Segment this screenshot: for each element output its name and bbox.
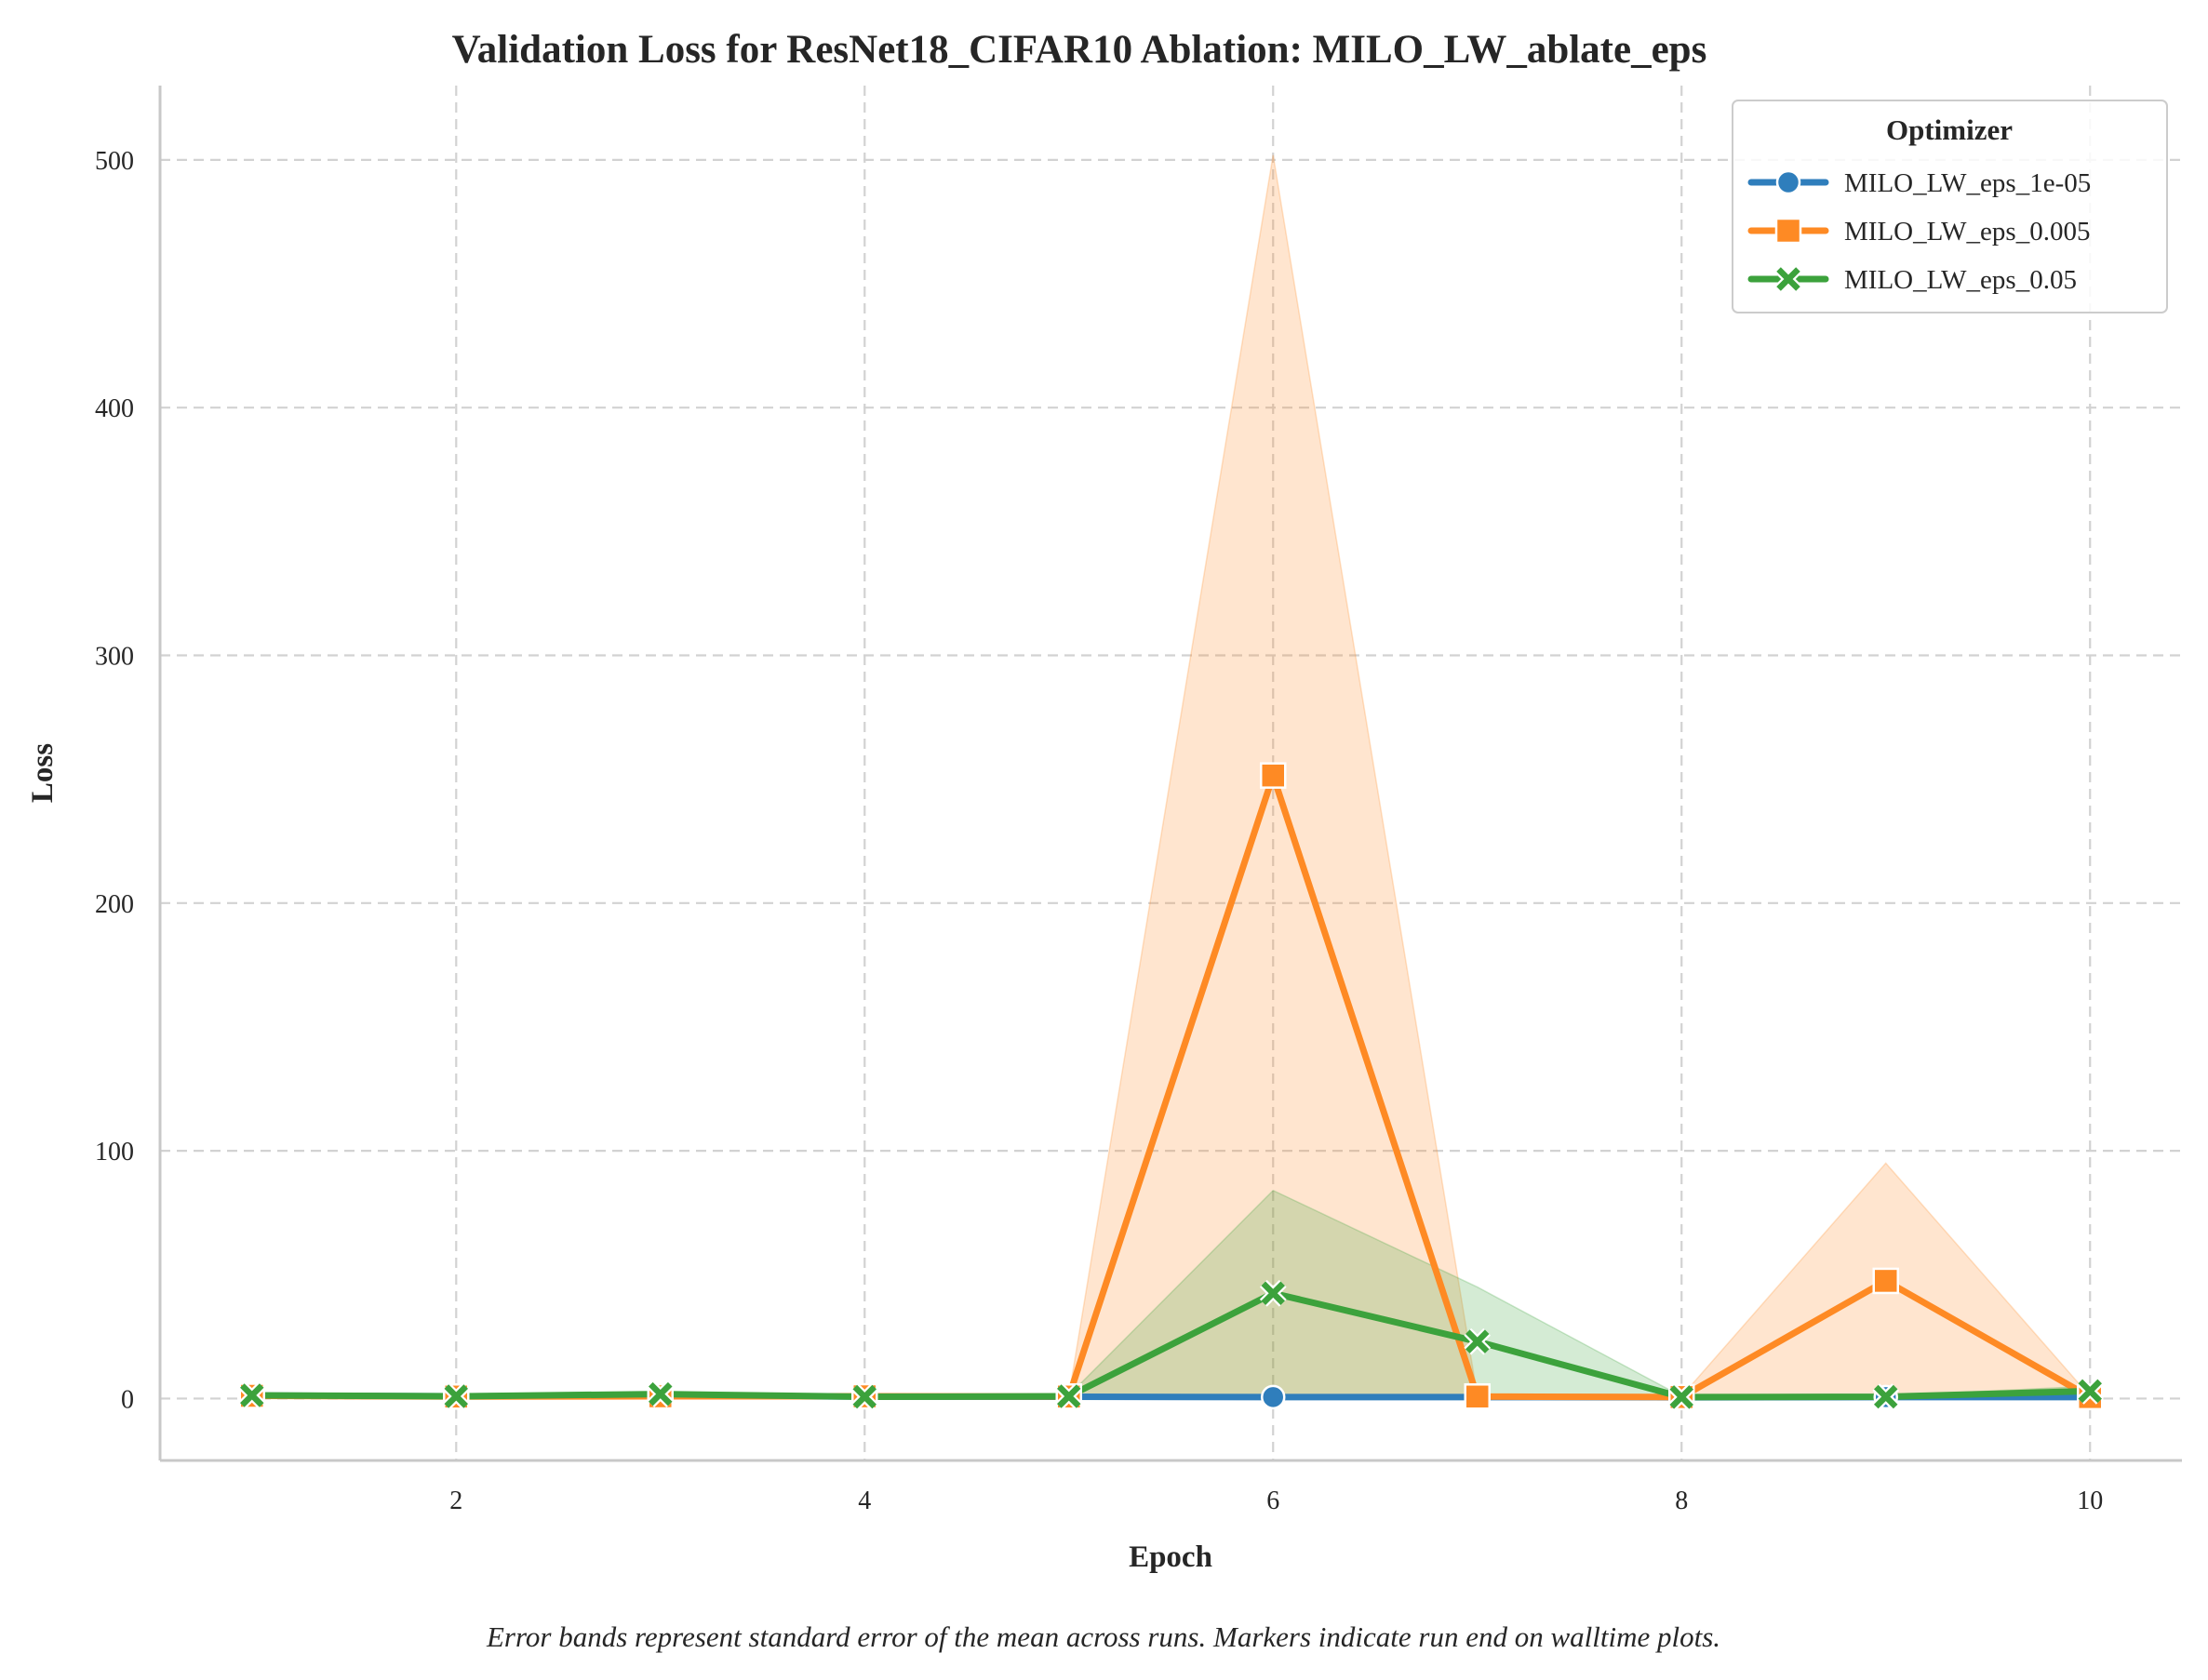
data-point — [238, 1381, 266, 1409]
y-tick-label: 500 — [95, 147, 134, 176]
data-point — [1667, 1383, 1695, 1411]
y-tick-label: 0 — [121, 1385, 134, 1414]
error-band — [251, 154, 2091, 1400]
y-tick-label: 200 — [95, 890, 134, 919]
x-tick-label: 10 — [2077, 1487, 2103, 1515]
x-tick-label: 6 — [1266, 1487, 1279, 1515]
legend-label: MILO_LW_eps_1e-05 — [1844, 168, 2091, 198]
x-tick-label: 4 — [858, 1487, 871, 1515]
y-axis-label: Loss — [26, 743, 60, 803]
legend-frame — [1732, 100, 2168, 313]
figure-caption: Error bands represent standard error of … — [486, 1620, 1720, 1653]
data-point — [2076, 1378, 2104, 1405]
y-tick-label: 100 — [95, 1138, 134, 1167]
axes — [158, 86, 2182, 1462]
data-point — [442, 1382, 470, 1410]
x-tick-label: 8 — [1675, 1487, 1688, 1515]
legend-item: MILO_LW_eps_0.05 — [1747, 265, 2077, 295]
y-tick-label: 400 — [95, 394, 134, 423]
data-point — [1055, 1382, 1083, 1410]
x-axis-label: Epoch — [1129, 1540, 1212, 1574]
legend-swatch-marker — [1775, 169, 1801, 195]
legend-swatch-marker — [1774, 265, 1802, 293]
legend: Optimizer MILO_LW_eps_1e-05 MILO_LW_eps_0… — [1732, 100, 2168, 313]
legend-swatch-marker — [1774, 217, 1802, 245]
data-point — [1872, 1267, 1899, 1295]
chart-title: Validation Loss for ResNet18_CIFAR10 Abl… — [452, 28, 1707, 72]
legend-item: MILO_LW_eps_1e-05 — [1747, 168, 2091, 198]
legend-items: MILO_LW_eps_1e-05 MILO_LW_eps_0.005 MILO_L… — [1747, 168, 2091, 295]
legend-title: Optimizer — [1886, 113, 2013, 146]
data-point — [1259, 762, 1287, 789]
data-point — [1259, 1279, 1287, 1307]
series-lines — [248, 772, 2094, 1401]
error-bands — [251, 154, 2091, 1400]
series-markers — [238, 762, 2104, 1411]
data-point — [647, 1380, 675, 1407]
data-point — [1260, 1384, 1286, 1410]
data-point — [1872, 1383, 1900, 1410]
data-point — [1464, 1383, 1491, 1410]
legend-label: MILO_LW_eps_0.005 — [1844, 217, 2090, 247]
legend-label: MILO_LW_eps_0.05 — [1844, 265, 2077, 295]
legend-item: MILO_LW_eps_0.005 — [1747, 217, 2090, 247]
data-point — [1464, 1327, 1492, 1355]
y-tick-label: 300 — [95, 643, 134, 672]
x-tick-label: 2 — [449, 1487, 462, 1515]
series-line — [248, 1289, 2094, 1401]
data-point — [850, 1383, 878, 1410]
